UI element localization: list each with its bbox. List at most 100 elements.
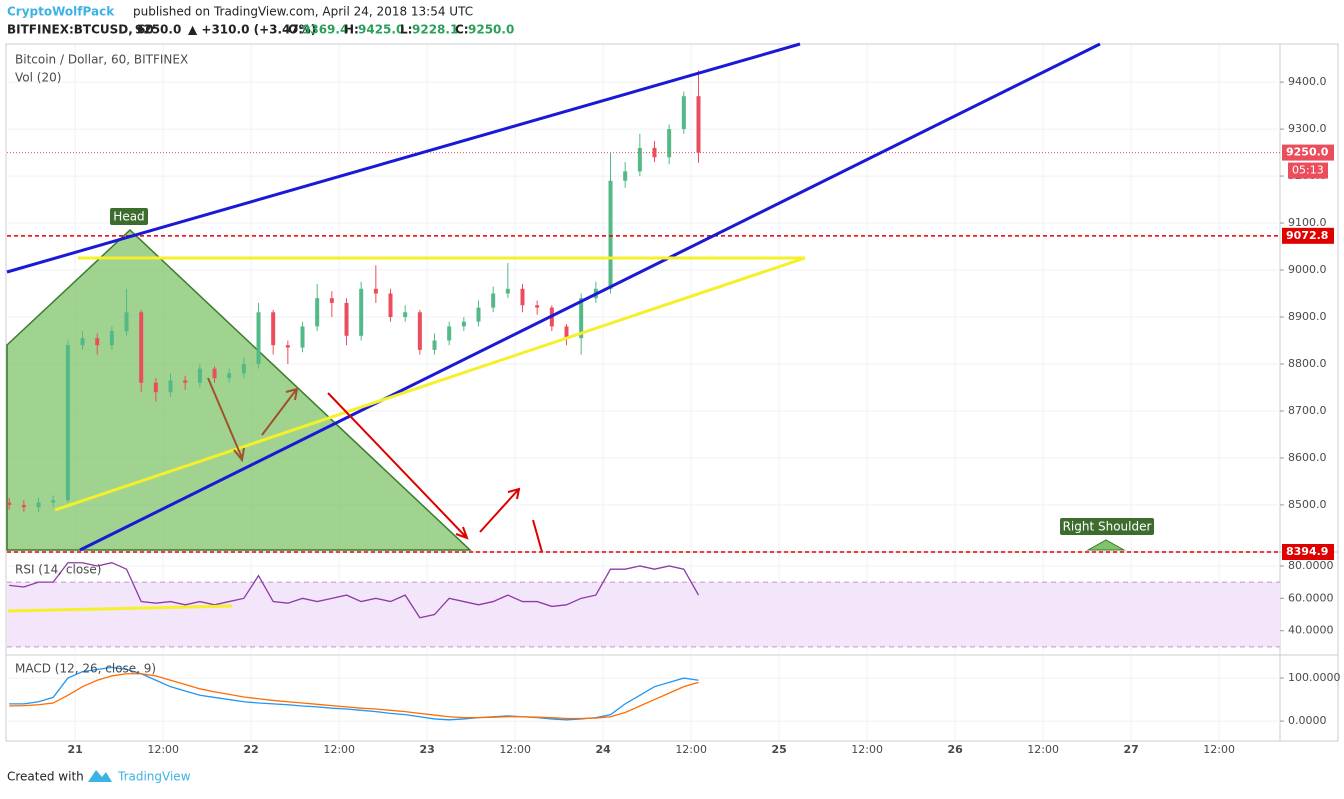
y-tick-label: 8800.0 (1288, 357, 1327, 370)
rsi-trend-line (7, 604, 233, 613)
countdown: 05:13 (1292, 164, 1324, 177)
y-tick-label: 40.0000 (1288, 624, 1334, 637)
x-tick-label: 25 (772, 743, 787, 756)
annotation: Right Shoulder (1063, 520, 1152, 534)
candle-body (183, 380, 188, 383)
x-tick-label: 12:00 (323, 743, 355, 756)
candle-body (329, 298, 334, 303)
candle-body (124, 312, 129, 332)
candle-body (461, 321, 466, 327)
x-tick-label: 22 (244, 743, 259, 756)
x-tick-label: 24 (596, 743, 612, 756)
candle-body (447, 326, 452, 341)
shoulder-triangle (1086, 539, 1126, 551)
change: ▲ +310.0 (+3.47%) (188, 23, 316, 37)
candle-body (227, 373, 232, 379)
c: 9250.0 (468, 23, 514, 37)
countdown-tag (1288, 162, 1328, 179)
candle-body (168, 380, 173, 393)
triangle-line (54, 256, 806, 512)
x-tick-label: 23 (420, 743, 435, 756)
candle-body (139, 312, 144, 383)
x-tick-label: 12:00 (675, 743, 707, 756)
arrows (207, 377, 543, 553)
candle-body (696, 96, 701, 153)
candle-body (652, 147, 657, 158)
price-tag (1282, 227, 1334, 244)
y-tick-label: 80.0000 (1288, 559, 1334, 572)
candle-body (403, 312, 408, 317)
candle-body (579, 298, 584, 339)
h: 9425.0 (358, 23, 404, 37)
candle-body (80, 338, 85, 346)
candle-body (667, 129, 672, 158)
price-tag (1282, 144, 1334, 161)
indicator-line (9, 673, 699, 720)
candle-body (417, 312, 422, 350)
candle-body (388, 293, 393, 317)
candle-body (344, 302, 349, 336)
x-tick-label: 26 (947, 743, 963, 756)
candle-body (637, 147, 642, 172)
c-label: C: (455, 23, 469, 37)
candle-body (109, 331, 114, 346)
y-tick-label: 9300.0 (1288, 122, 1327, 135)
candle-body (197, 368, 202, 383)
candle-body (476, 307, 481, 322)
candle-body (505, 288, 510, 294)
candle-body (608, 180, 613, 289)
channel-line (79, 42, 1101, 552)
pane-subtitle: Vol (20) (15, 71, 61, 85)
annotation-box (110, 208, 148, 225)
channel-line (6, 42, 801, 274)
candle-body (535, 305, 540, 308)
l-label: L: (400, 23, 412, 37)
annotation: Head (113, 210, 144, 224)
x-tick-label: 27 (1123, 743, 1138, 756)
x-tick-label: 12:00 (1203, 743, 1235, 756)
head-triangle (6, 228, 472, 551)
y-tick-label: 8900.0 (1288, 310, 1327, 323)
x-tick-label: 12:00 (147, 743, 179, 756)
y-tick-label: 8700.0 (1288, 404, 1327, 417)
price-tag-label: 9250.0 (1286, 146, 1329, 159)
price-tag-label: 8394.9 (1286, 545, 1328, 558)
author: CryptoWolfPack (7, 5, 115, 19)
frame (5, 43, 1339, 742)
candle-body (373, 288, 378, 294)
candle-body (153, 382, 158, 393)
x-tick-label: 21 (68, 743, 83, 756)
y-tick-label: 9000.0 (1288, 263, 1327, 276)
price-tag (1282, 544, 1334, 560)
candle-body (300, 326, 305, 348)
published: published on TradingView.com, April 24, … (133, 5, 473, 19)
y-tick-label: 8500.0 (1288, 498, 1327, 511)
indicator-line (9, 562, 700, 619)
candle-body (359, 288, 364, 336)
y-tick-label: 9100.0 (1288, 216, 1327, 229)
candle-body (315, 298, 320, 327)
pane-title: MACD (12, 26, close, 9) (15, 662, 156, 676)
y-tick-label: 8600.0 (1288, 451, 1327, 464)
y-tick-label: 0.0000 (1288, 714, 1327, 727)
candle-body (285, 345, 290, 348)
pane-title: Bitcoin / Dollar, 60, BITFINEX (15, 53, 188, 67)
candle-body (21, 504, 26, 508)
candle-body (256, 312, 261, 364)
x-tick-label: 12:00 (1027, 743, 1059, 756)
candle-body (271, 312, 276, 346)
y-tick-label: 9400.0 (1288, 75, 1327, 88)
footer-brand: TradingView (117, 770, 191, 784)
o-label: O: (288, 23, 303, 37)
candle-body (241, 363, 246, 374)
x-tick-label: 12:00 (499, 743, 531, 756)
candle-body (623, 171, 628, 181)
candle-body (212, 368, 217, 379)
annotation-box (1060, 518, 1154, 535)
last: 9250.0 (135, 23, 181, 37)
candle-body (432, 340, 437, 350)
candle-body (520, 288, 525, 306)
logo (88, 770, 112, 782)
